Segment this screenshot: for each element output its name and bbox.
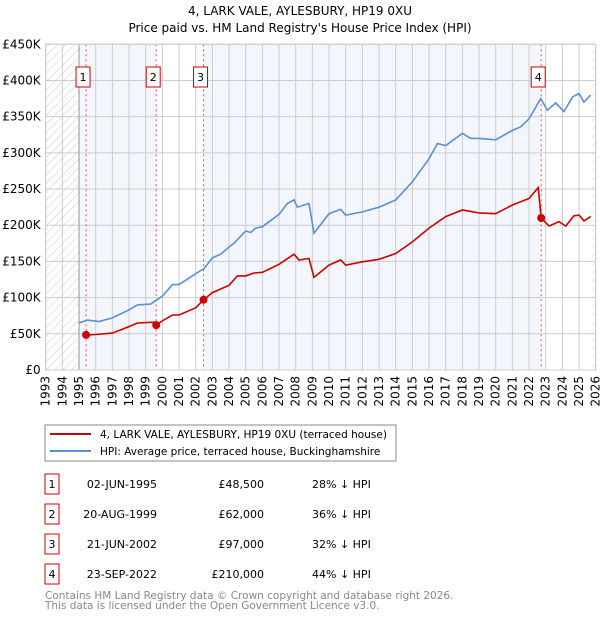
sale-number-box [44,473,60,495]
x-tick-label: 1996 [89,376,103,407]
x-tick-label: 1993 [39,376,53,407]
property-price-line [85,185,592,336]
y-tick-label: £300K [2,146,42,160]
plot-border [45,43,597,371]
sale-price: £97,000 [219,538,265,551]
sale-number-box [44,563,60,585]
x-tick-label: 2019 [472,376,486,407]
y-tick-label: £400K [2,73,42,87]
x-tick-label: 2011 [339,376,353,407]
sale-hpi-diff: 44% ↓ HPI [312,568,371,581]
y-tick-label: £450K [2,37,42,51]
x-tick-label: 2007 [272,376,286,407]
sale-marker-box [193,66,209,88]
sale-number-box [44,503,60,525]
sale-marker-label: 3 [197,71,204,84]
y-tick-label: £350K [2,110,42,124]
x-tick-label: 2002 [189,376,203,407]
sale-hpi-diff: 36% ↓ HPI [312,508,371,521]
x-tick-label: 1999 [139,376,153,407]
legend [44,424,397,462]
sale-point [152,321,161,330]
sale-date: 21-JUN-2002 [87,538,157,551]
x-tick-label: 2003 [205,376,219,407]
sale-price: £62,000 [219,508,265,521]
y-tick-label: £200K [2,218,42,232]
sale-point [199,295,208,304]
sale-number: 2 [49,508,56,521]
hatch-after-data [592,44,596,371]
x-tick-label: 2001 [172,376,186,407]
sale-date: 20-AUG-1999 [83,508,157,521]
sale-marker-box [530,66,546,88]
sale-marker-box [145,66,161,88]
hpi-line [78,92,592,324]
sale-date: 02-JUN-1995 [87,478,157,491]
sale-marker-box [75,66,91,88]
x-tick-label: 1997 [105,376,119,407]
x-tick-label: 2026 [589,376,600,407]
sale-price: £48,500 [219,478,265,491]
sale-point [82,330,91,339]
y-tick-label: £0 [25,363,40,377]
x-tick-label: 2004 [222,376,236,407]
x-tick-label: 2010 [322,376,336,407]
footer-line-2: This data is licensed under the Open Gov… [44,600,380,612]
sale-date: 23-SEP-2022 [87,568,157,581]
sale-number: 3 [49,538,56,551]
sale-marker-label: 2 [150,71,157,84]
x-tick-label: 2025 [572,376,586,407]
y-tick-label: £100K [2,291,42,305]
sale-price: £210,000 [212,568,265,581]
legend-label-property: 4, LARK VALE, AYLESBURY, HP19 0XU (terra… [100,429,387,441]
x-tick-label: 2024 [555,376,569,407]
y-tick-label: £50K [10,327,42,341]
x-tick-label: 2020 [489,376,503,407]
sale-hpi-diff: 32% ↓ HPI [312,538,371,551]
footer-line-1: Contains HM Land Registry data © Crown c… [45,590,453,602]
y-tick-label: £250K [2,182,42,196]
sale-number: 1 [49,478,56,491]
x-tick-label: 2015 [405,376,419,407]
x-tick-label: 2005 [239,376,253,407]
x-tick-label: 2000 [155,376,169,407]
sale-number-box [44,533,60,555]
x-tick-label: 2008 [289,376,303,407]
x-tick-label: 2006 [255,376,269,407]
x-tick-label: 2017 [439,376,453,407]
sale-marker-label: 4 [535,71,542,84]
sale-marker-label: 1 [80,71,87,84]
x-tick-label: 2009 [305,376,319,407]
sale-number: 4 [49,568,56,581]
sale-hpi-diff: 28% ↓ HPI [312,478,371,491]
chart-subtitle: Price paid vs. HM Land Registry's House … [128,21,471,35]
x-tick-label: 2012 [355,376,369,407]
x-tick-label: 2014 [389,376,403,407]
x-tick-label: 2016 [422,376,436,407]
x-tick-label: 1994 [55,376,69,407]
x-tick-label: 2013 [372,376,386,407]
x-tick-label: 2022 [522,376,536,407]
x-tick-label: 2021 [505,376,519,407]
sale-point [537,214,546,223]
x-tick-label: 2018 [455,376,469,407]
ownership-band [203,44,542,371]
x-tick-label: 1998 [122,376,136,407]
x-tick-label: 2023 [539,376,553,407]
chart-title: 4, LARK VALE, AYLESBURY, HP19 0XU [188,4,412,18]
x-tick-label: 1995 [72,376,86,407]
y-tick-label: £150K [2,254,42,268]
legend-label-hpi: HPI: Average price, terraced house, Buck… [100,446,380,458]
